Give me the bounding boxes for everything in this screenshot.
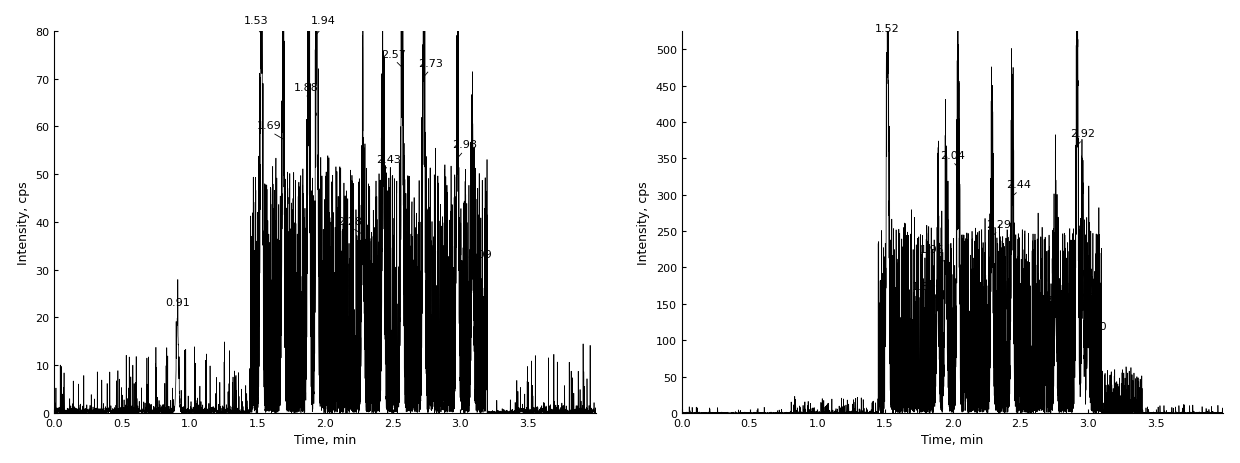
Text: 1.94: 1.94: [311, 16, 336, 26]
Text: 2.96: 2.96: [1076, 292, 1102, 302]
Text: 1.69: 1.69: [257, 121, 281, 131]
X-axis label: Time, min: Time, min: [294, 433, 356, 446]
Text: 2.29: 2.29: [986, 219, 1011, 230]
X-axis label: Time, min: Time, min: [921, 433, 983, 446]
Text: 1.95: 1.95: [920, 245, 945, 255]
Y-axis label: Intensity, cps: Intensity, cps: [16, 181, 30, 264]
Text: 1.89: 1.89: [911, 281, 936, 291]
Text: 1.88: 1.88: [294, 83, 319, 93]
Text: 2.73: 2.73: [418, 59, 443, 69]
Text: 2.76: 2.76: [1035, 296, 1060, 306]
Text: 2.28: 2.28: [337, 216, 362, 226]
Text: 1.53: 1.53: [243, 16, 268, 26]
Text: 2.57: 2.57: [382, 50, 407, 60]
Text: 3.00: 3.00: [1083, 321, 1107, 331]
Text: 2.04: 2.04: [940, 150, 965, 161]
Text: 2.98: 2.98: [451, 140, 477, 150]
Text: 2.43: 2.43: [376, 154, 401, 164]
Text: 1.52: 1.52: [875, 24, 900, 33]
Y-axis label: Intensity, cps: Intensity, cps: [637, 181, 650, 264]
Text: 0.91: 0.91: [165, 297, 190, 307]
Text: 3.09: 3.09: [467, 250, 491, 260]
Text: 2.44: 2.44: [1007, 180, 1032, 189]
Text: 2.92: 2.92: [1070, 129, 1095, 139]
